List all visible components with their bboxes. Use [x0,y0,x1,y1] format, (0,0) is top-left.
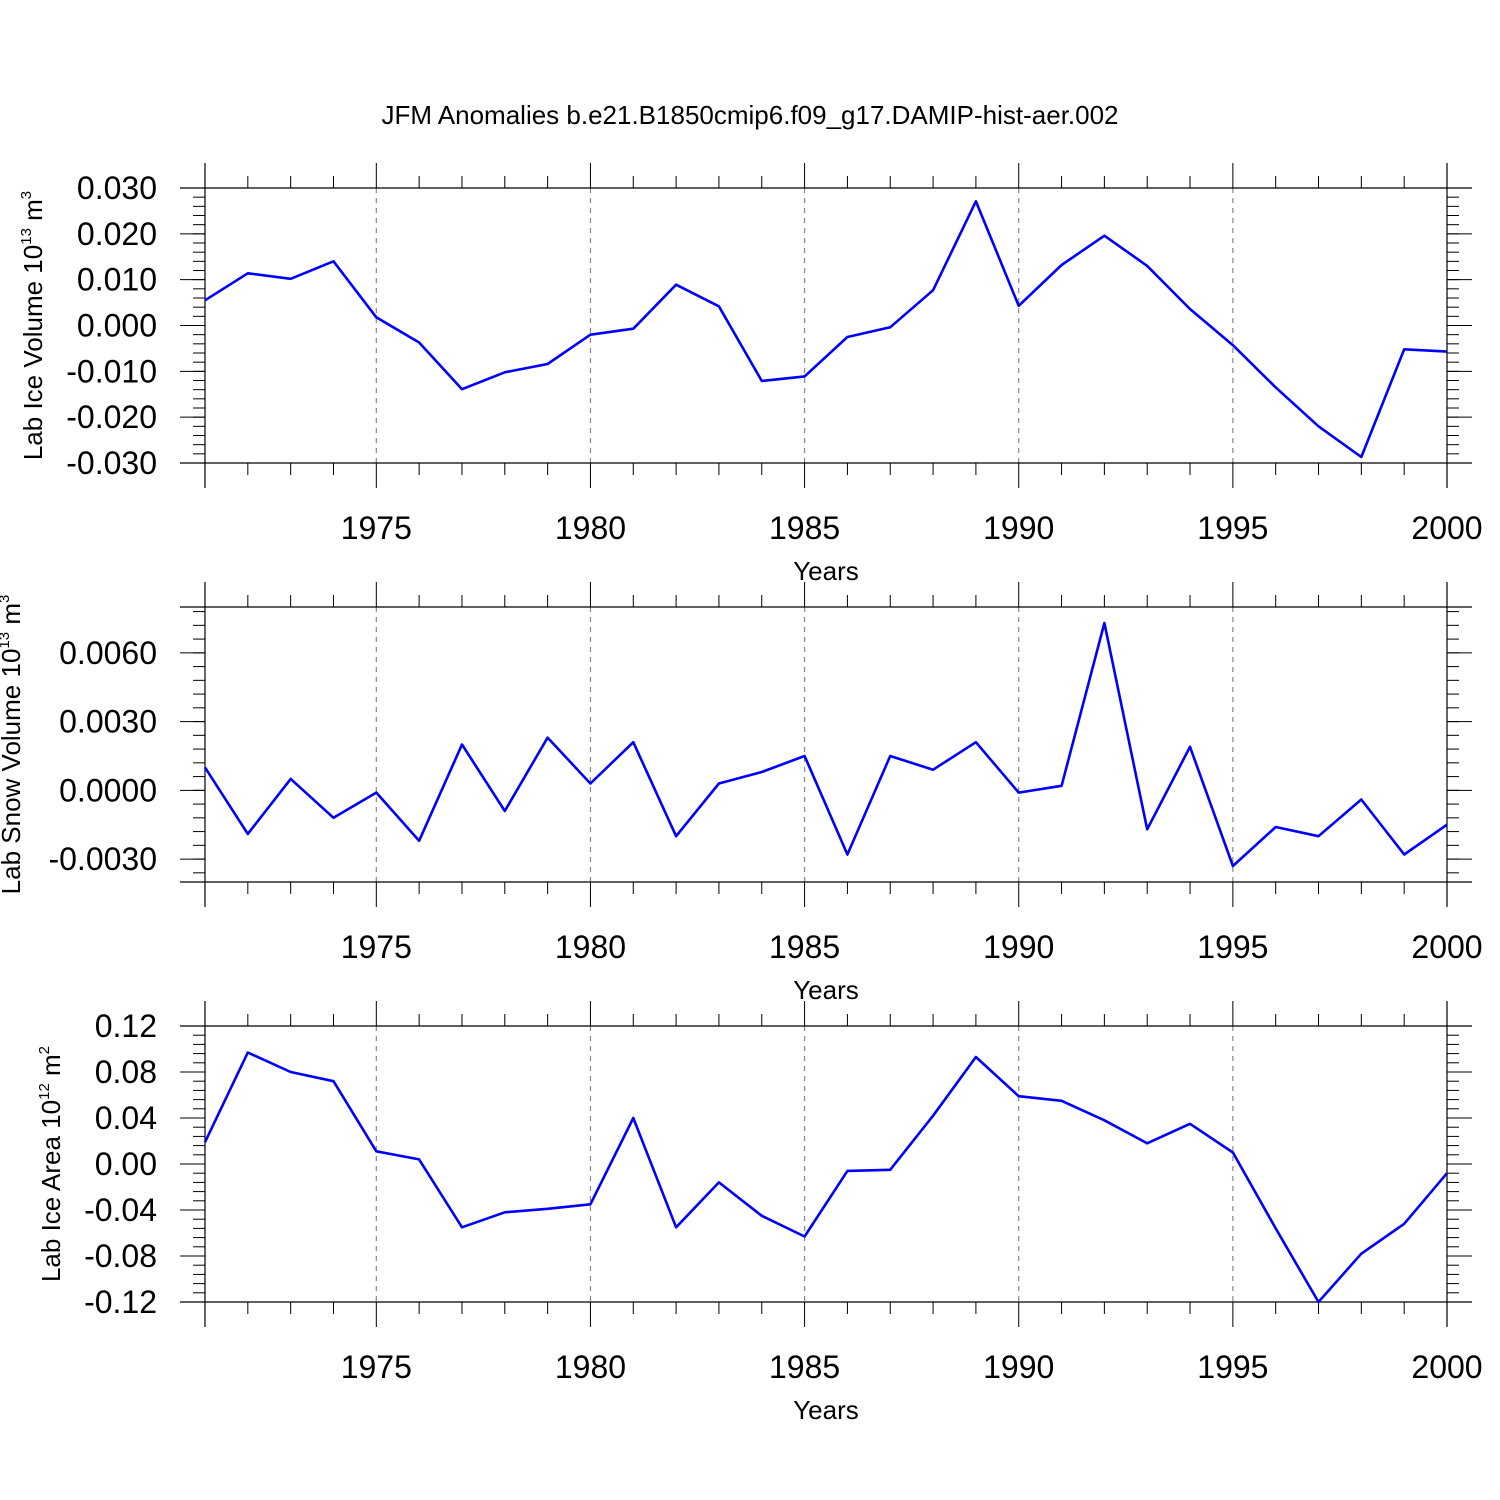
x-tick-label: 1980 [555,510,626,546]
x-tick-label: 2000 [1411,929,1482,965]
x-tick-label: 1995 [1197,1349,1268,1385]
chart-title: JFM Anomalies b.e21.B1850cmip6.f09_g17.D… [381,100,1118,130]
y-tick-label: 0.020 [77,216,157,252]
y-tick-label: -0.04 [84,1192,157,1228]
y-tick-label: -0.020 [66,399,157,435]
x-tick-label: 1975 [341,929,412,965]
y-tick-label: 0.010 [77,262,157,298]
x-tick-label: 1975 [341,510,412,546]
x-tick-label: 1995 [1197,510,1268,546]
panel-2: 1975 1980 1985 1990 1995 2000 Years 0.0060 0.003… [0,582,1483,1005]
y-axis-label: Lab Ice Volume 1013 m3 [18,191,48,460]
x-tick-label: 2000 [1411,1349,1482,1385]
y-tick-label: -0.08 [84,1238,157,1274]
y-tick-label: 0.04 [95,1100,157,1136]
x-tick-label: 1985 [769,929,840,965]
panel-3: 1975 1980 1985 1990 1995 2000 Years 0.12 0.08 0.0… [36,1001,1483,1425]
y-tick-label: 0.12 [95,1008,157,1044]
y-tick-label: 0.000 [77,308,157,344]
x-tick-label: 1980 [555,929,626,965]
y-tick-label: 0.00 [95,1146,157,1182]
x-axis-label: Years [793,975,859,1005]
y-tick-label: -0.12 [84,1284,157,1320]
y-axis-label: Lab Ice Area 1012 m2 [36,1046,66,1282]
x-axis-label: Years [793,1395,859,1425]
x-tick-label: 1985 [769,510,840,546]
x-tick-label: 1975 [341,1349,412,1385]
y-tick-label: 0.08 [95,1054,157,1090]
series-line [203,1051,1448,1304]
y-tick-label: 0.0060 [59,635,157,671]
y-tick-label: 0.0030 [59,704,157,740]
x-tick-label: 2000 [1411,510,1482,546]
y-tick-label: -0.010 [66,353,157,389]
y-axis-label: Lab Snow Volume 1013 m3 [0,595,26,895]
x-tick-label: 1980 [555,1349,626,1385]
panel-1: 1975 1980 1985 1990 1995 2000 Years 0.030 0.020 0… [18,163,1483,586]
x-tick-label: 1990 [983,510,1054,546]
x-axis-label: Years [793,556,859,586]
y-tick-label: 0.0000 [59,772,157,808]
y-tick-label: 0.030 [77,170,157,206]
y-tick-label: -0.0030 [48,841,157,877]
x-tick-label: 1995 [1197,929,1268,965]
x-tick-label: 1985 [769,1349,840,1385]
x-tick-label: 1990 [983,1349,1054,1385]
series-line [204,200,1448,459]
series-line [203,621,1448,868]
y-tick-label: -0.030 [66,445,157,481]
x-tick-label: 1990 [983,929,1054,965]
